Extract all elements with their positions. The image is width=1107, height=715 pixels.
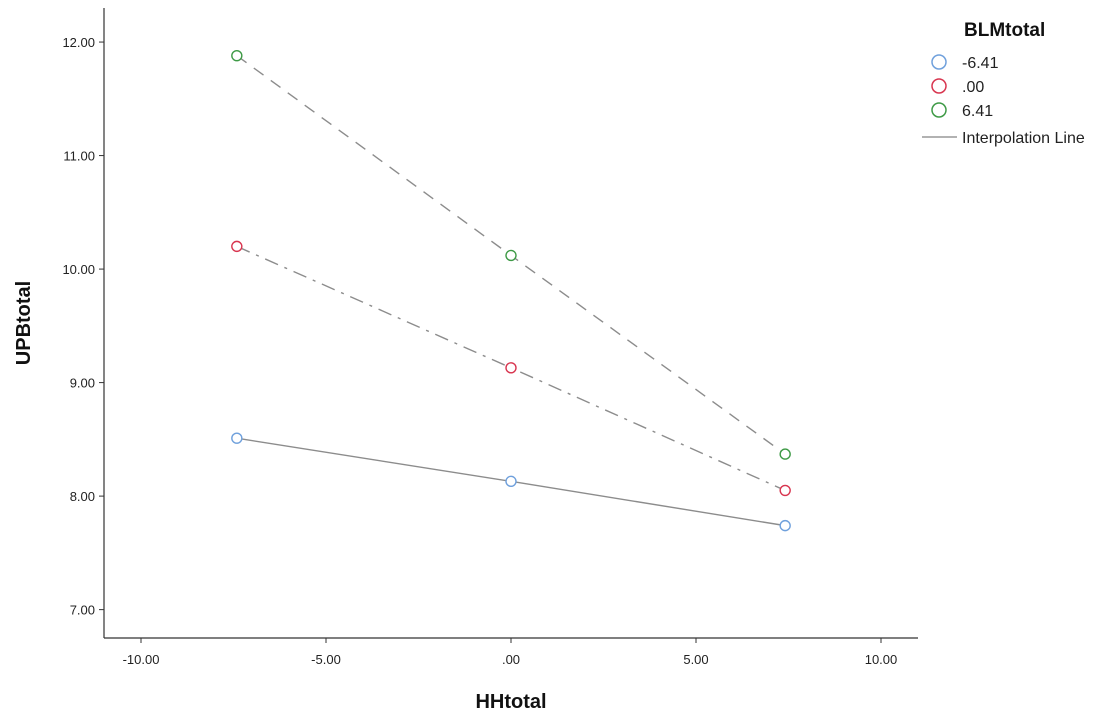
series-points xyxy=(231,49,791,532)
x-tick-label: 10.00 xyxy=(865,652,898,667)
y-tick-label: 12.00 xyxy=(62,35,95,50)
y-tick-label: 10.00 xyxy=(62,262,95,277)
data-point-series-2 xyxy=(779,484,791,497)
data-point-series-3 xyxy=(505,249,517,262)
legend: BLMtotal -6.41 .00 6.41 Interpolation Line xyxy=(922,20,1085,147)
series-lines xyxy=(236,55,786,527)
data-point-series-3 xyxy=(231,49,243,62)
x-tick-label: 5.00 xyxy=(683,652,708,667)
legend-label-1: -6.41 xyxy=(962,55,999,72)
y-axis-ticks: 7.00 8.00 9.00 10.00 11.00 12.00 xyxy=(62,35,104,618)
y-tick-label: 7.00 xyxy=(70,603,95,618)
data-point-series-3 xyxy=(779,448,791,460)
y-tick-label: 9.00 xyxy=(70,376,95,391)
x-tick-label: -10.00 xyxy=(123,652,160,667)
legend-marker-2 xyxy=(931,78,947,94)
data-point-series-1 xyxy=(779,519,791,532)
legend-label-2: .00 xyxy=(962,79,984,96)
data-point-series-2 xyxy=(231,240,243,253)
legend-marker-3 xyxy=(931,102,947,118)
y-axis-title: UPBtotal xyxy=(13,281,35,365)
axes xyxy=(103,8,918,639)
x-axis-ticks: -10.00 -5.00 .00 5.00 10.00 xyxy=(123,638,898,667)
legend-items: -6.41 .00 6.41 xyxy=(931,54,999,120)
legend-interpolation-label: Interpolation Line xyxy=(962,130,1085,147)
x-axis-title: HHtotal xyxy=(475,691,546,713)
series-line-2 xyxy=(236,245,786,492)
y-tick-label: 11.00 xyxy=(63,149,95,164)
legend-label-3: 6.41 xyxy=(962,103,993,120)
legend-title: BLMtotal xyxy=(964,20,1045,41)
data-point-series-1 xyxy=(505,475,517,488)
x-tick-label: -5.00 xyxy=(311,652,341,667)
x-tick-label: .00 xyxy=(502,652,520,667)
y-tick-label: 8.00 xyxy=(70,489,95,504)
data-point-series-1 xyxy=(231,432,243,444)
data-point-series-2 xyxy=(505,362,517,374)
legend-marker-1 xyxy=(931,54,947,70)
